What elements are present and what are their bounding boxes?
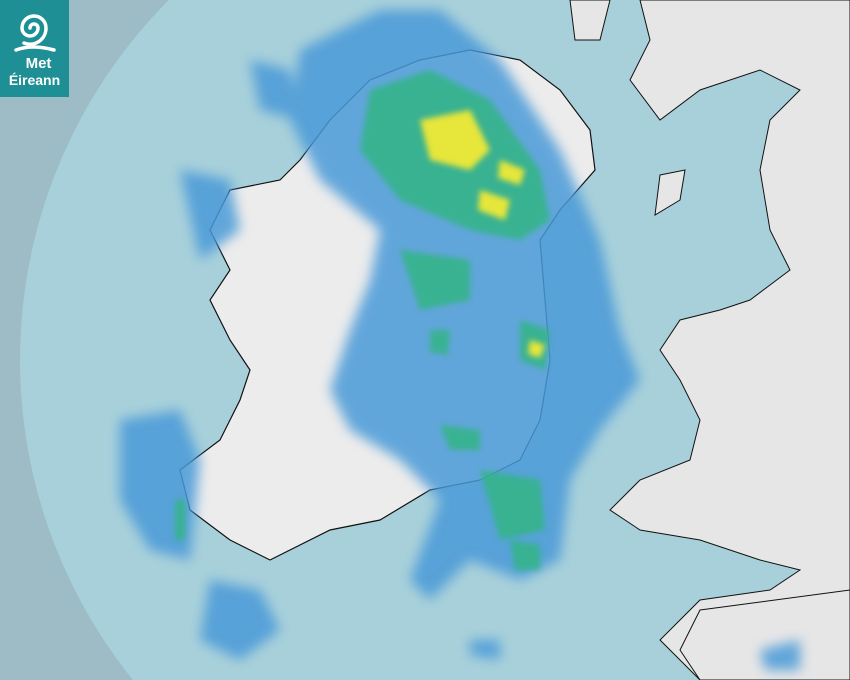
logo-text-met: Met bbox=[25, 55, 52, 72]
logo-text-eireann: Éireann bbox=[8, 72, 61, 88]
met-eireann-logo: Met Éireann bbox=[0, 0, 69, 97]
land-britain bbox=[569, 0, 850, 680]
isle-of-man bbox=[654, 169, 686, 216]
swirl-logo-icon bbox=[14, 14, 56, 52]
rain-heavy bbox=[420, 110, 545, 358]
